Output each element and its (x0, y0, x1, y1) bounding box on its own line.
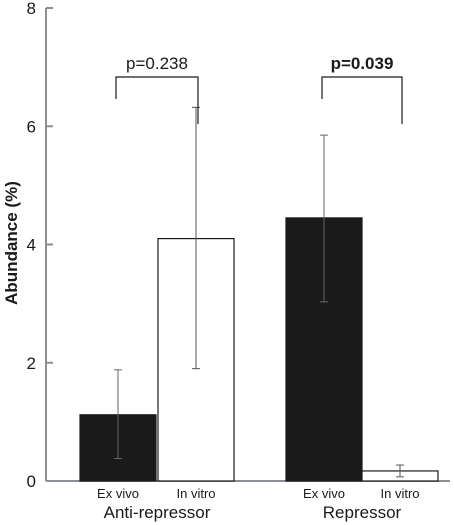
significance-brackets: p=0.238 p=0.039 (115, 54, 403, 124)
y-ticks: 0 2 4 6 8 (27, 0, 53, 491)
error-bars (114, 106, 404, 478)
category-label: In vitro (176, 486, 215, 501)
group-label: Anti-repressor (104, 503, 211, 522)
y-tick-label: 0 (27, 472, 36, 491)
y-axis-label: Abundance (%) (2, 181, 21, 305)
axes (45, 8, 450, 482)
significance-bracket (115, 76, 199, 124)
category-label: In vitro (380, 486, 419, 501)
p-value-label: p=0.039 (331, 54, 394, 73)
p-value-label: p=0.238 (126, 54, 188, 73)
y-tick-label: 6 (27, 117, 36, 136)
y-tick-label: 8 (27, 0, 36, 18)
group-label: Repressor (323, 503, 402, 522)
y-tick-label: 2 (27, 354, 36, 373)
y-tick-label: 4 (27, 236, 36, 255)
significance-bracket (321, 76, 403, 124)
category-label: Ex vivo (303, 486, 345, 501)
bars (79, 217, 439, 482)
category-label: Ex vivo (97, 486, 139, 501)
x-labels: Ex vivo In vitro Anti-repressor Ex vivo In v… (97, 486, 419, 522)
